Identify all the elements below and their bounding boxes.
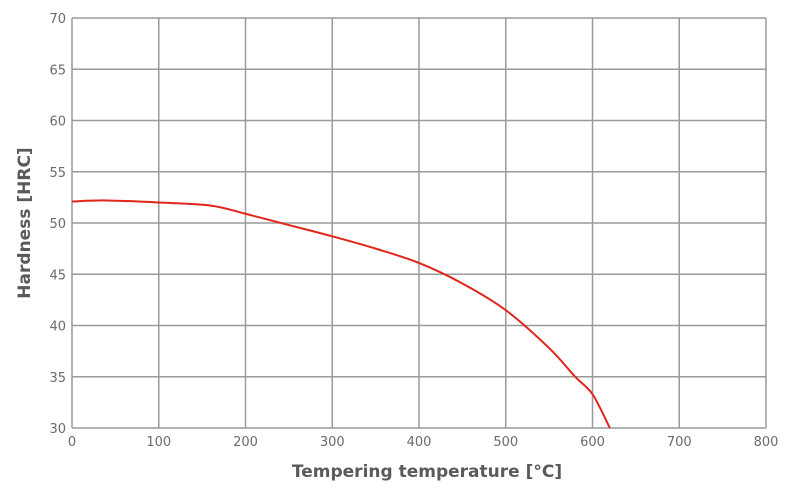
x-tick-label: 400: [407, 435, 432, 450]
y-tick-label: 65: [49, 63, 66, 78]
x-tick-label: 0: [68, 435, 76, 450]
y-axis-title: Hardness [HRC]: [15, 147, 35, 298]
y-tick-label: 35: [49, 371, 66, 386]
x-tick-label: 300: [320, 435, 345, 450]
y-axis-ticks: 30 35 40 45 50 55 60 65 70: [49, 12, 66, 437]
x-tick-label: 600: [580, 435, 605, 450]
y-tick-label: 55: [49, 166, 66, 181]
y-tick-label: 30: [49, 422, 66, 437]
x-tick-label: 700: [667, 435, 692, 450]
y-tick-label: 45: [49, 268, 66, 283]
x-tick-label: 100: [146, 435, 171, 450]
x-tick-label: 500: [493, 435, 518, 450]
y-tick-label: 40: [49, 320, 66, 335]
y-tick-label: 60: [49, 115, 66, 130]
x-axis-ticks: 0 100 200 300 400 500 600 700 800: [68, 435, 779, 450]
x-axis-title: Tempering temperature [°C]: [292, 462, 562, 482]
grid-lines: [71, 17, 767, 429]
y-tick-label: 70: [49, 12, 66, 27]
x-tick-label: 200: [233, 435, 258, 450]
hardness-curve: [71, 199, 611, 429]
x-tick-label: 800: [754, 435, 779, 450]
y-tick-label: 50: [49, 217, 66, 232]
